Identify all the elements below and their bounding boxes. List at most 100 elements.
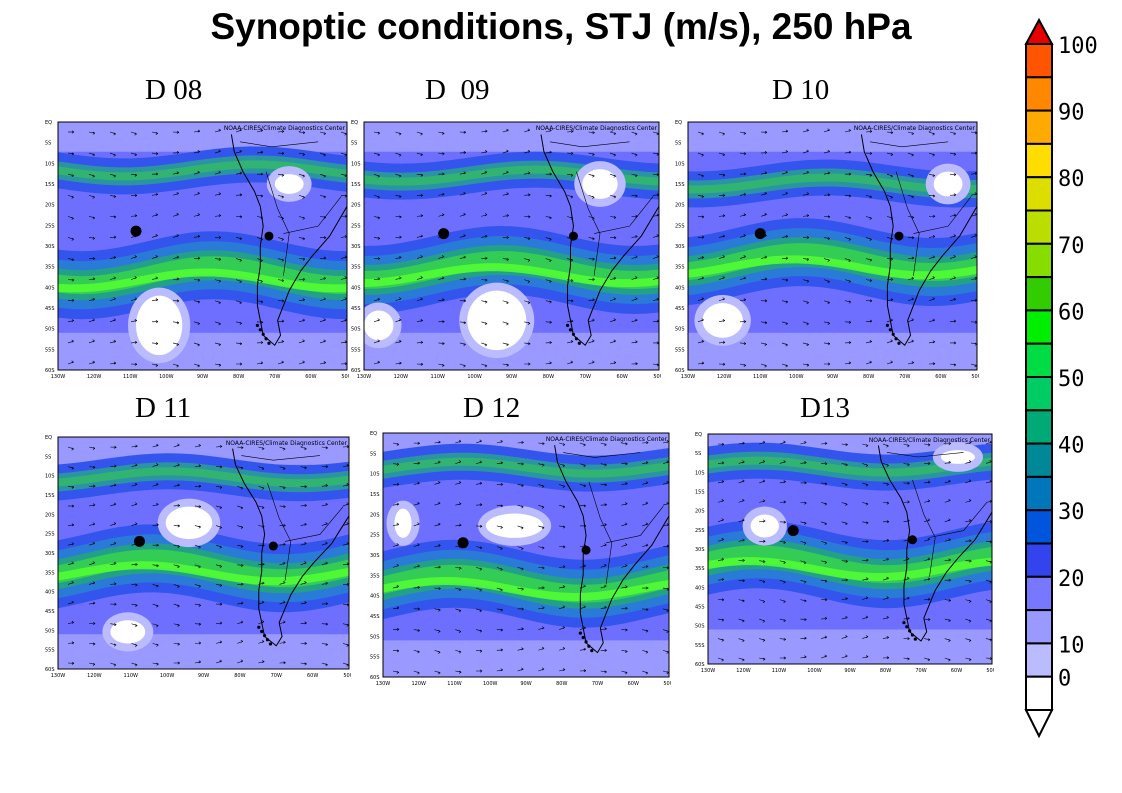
- lat-tick-label: 5S: [370, 451, 376, 457]
- lat-tick-label: 15S: [370, 492, 380, 498]
- lon-tick-label: 80W: [233, 374, 244, 380]
- lat-tick-label: 25S: [675, 223, 685, 229]
- lat-tick-label: 25S: [370, 533, 380, 539]
- colorbar-label: 0: [1058, 667, 1071, 692]
- lat-tick-label: 25S: [45, 223, 55, 229]
- lat-tick-label: EQ: [675, 120, 682, 126]
- lat-tick-label: EQ: [695, 432, 702, 438]
- marker-dot: [894, 231, 904, 241]
- lat-tick-label: 20S: [351, 203, 361, 209]
- colorbar-label: 70: [1058, 234, 1085, 259]
- lon-tick-label: 130W: [681, 374, 696, 380]
- credit-text: NOAA-CIRES/Climate Diagnostics Center: [546, 436, 668, 443]
- lat-tick-label: EQ: [370, 431, 377, 437]
- colorbar-label: 10: [1058, 633, 1085, 658]
- colorbar-segment: [1025, 442, 1053, 478]
- wind-map-d10: NOAA-CIRES/Climate Diagnostics Center EQ 5…: [674, 118, 979, 380]
- marker-dot: [438, 228, 450, 240]
- colorbar-segment: [1025, 142, 1053, 179]
- lat-tick-label: 20S: [675, 203, 685, 209]
- colorbar-segment: [1025, 409, 1053, 445]
- lat-tick-label: 40S: [351, 285, 361, 291]
- map-plot: NOAA-CIRES/Climate Diagnostics Center EQ 5…: [695, 432, 994, 674]
- lat-tick-label: 35S: [370, 573, 380, 579]
- lon-tick-label: 120W: [412, 681, 427, 687]
- lon-tick-label: 70W: [271, 673, 282, 679]
- lon-tick-label: 60W: [951, 668, 962, 674]
- colorbar-segment: [1025, 575, 1053, 612]
- lon-tick-label: 130W: [376, 681, 391, 687]
- colorbar-segment: [1025, 475, 1053, 512]
- colorbar-segment: [1025, 309, 1053, 345]
- lon-tick-label: 100W: [467, 374, 482, 380]
- lat-tick-label: 50S: [45, 327, 55, 333]
- lat-tick-label: 45S: [695, 605, 705, 611]
- lon-tick-label: 50W: [986, 668, 994, 674]
- lon-tick-label: 110W: [753, 374, 768, 380]
- lat-tick-label: EQ: [45, 120, 52, 126]
- lat-tick-label: 45S: [45, 609, 55, 615]
- lon-tick-label: 80W: [863, 374, 874, 380]
- lat-tick-label: EQ: [45, 435, 52, 441]
- lat-tick-label: 40S: [370, 594, 380, 600]
- colorbar-segment: [1025, 675, 1053, 712]
- lon-tick-label: 70W: [269, 374, 280, 380]
- lat-tick-label: 35S: [351, 265, 361, 271]
- lat-tick-label: 5S: [695, 451, 701, 457]
- panel-label-d08: D 08: [145, 74, 203, 106]
- lat-tick-label: 5S: [45, 454, 51, 460]
- lon-tick-label: 70W: [899, 374, 910, 380]
- map-plot: NOAA-CIRES/Climate Diagnostics Center EQ 5…: [45, 435, 351, 679]
- lon-tick-label: 60W: [628, 681, 639, 687]
- marker-dot: [787, 525, 799, 537]
- colorbar-segment: [1025, 542, 1053, 578]
- colorbar-label: 60: [1058, 300, 1085, 325]
- lat-tick-label: 55S: [675, 347, 685, 353]
- lon-tick-label: 70W: [915, 668, 926, 674]
- lat-tick-label: 20S: [45, 512, 55, 518]
- page-title: Synoptic conditions, STJ (m/s), 250 hPa: [210, 6, 912, 47]
- lon-tick-label: 120W: [87, 374, 102, 380]
- lon-tick-label: 120W: [394, 374, 409, 380]
- lon-tick-label: 90W: [520, 681, 531, 687]
- colorbar-label: 90: [1058, 101, 1085, 126]
- marker-dot: [130, 225, 142, 237]
- colorbar-min-arrow: [1024, 709, 1054, 739]
- colorbar-label: 100: [1058, 34, 1098, 59]
- marker-dot: [581, 545, 591, 555]
- lat-tick-label: 45S: [45, 306, 55, 312]
- lon-tick-label: 60W: [307, 673, 318, 679]
- panel-label-d12: D 12: [463, 392, 521, 424]
- lon-tick-label: 120W: [717, 374, 732, 380]
- lon-tick-label: 90W: [844, 668, 855, 674]
- lat-tick-label: 50S: [695, 624, 705, 630]
- credit-text: NOAA-CIRES/Climate Diagnostics Center: [536, 125, 658, 132]
- marker-dot: [264, 231, 274, 241]
- lon-tick-label: 100W: [789, 374, 804, 380]
- lat-tick-label: 10S: [45, 161, 55, 167]
- lat-tick-label: 55S: [695, 643, 705, 649]
- wind-map-d12: NOAA-CIRES/Climate Diagnostics Center EQ 5…: [369, 429, 671, 687]
- colorbar-segment: [1025, 276, 1053, 312]
- lat-tick-label: 15S: [45, 493, 55, 499]
- lat-tick-label: 30S: [370, 553, 380, 559]
- lat-tick-label: 60S: [351, 368, 361, 374]
- lat-tick-label: 55S: [370, 655, 380, 661]
- lat-tick-label: 10S: [351, 161, 361, 167]
- lat-tick-label: 20S: [45, 203, 55, 209]
- lat-tick-label: 15S: [695, 490, 705, 496]
- lat-tick-label: 60S: [45, 667, 55, 673]
- marker-dot: [754, 228, 766, 240]
- lat-tick-label: 5S: [675, 141, 681, 147]
- lat-tick-label: 60S: [45, 368, 55, 374]
- lat-tick-label: EQ: [351, 120, 358, 126]
- marker-dot: [907, 535, 917, 545]
- lat-tick-label: 40S: [675, 285, 685, 291]
- lat-tick-label: 50S: [370, 634, 380, 640]
- lat-tick-label: 25S: [45, 532, 55, 538]
- lon-tick-label: 130W: [701, 668, 716, 674]
- map-plot: NOAA-CIRES/Climate Diagnostics Center EQ 5…: [675, 120, 979, 380]
- lat-tick-label: 30S: [45, 244, 55, 250]
- map-plot: NOAA-CIRES/Climate Diagnostics Center EQ 5…: [45, 120, 349, 380]
